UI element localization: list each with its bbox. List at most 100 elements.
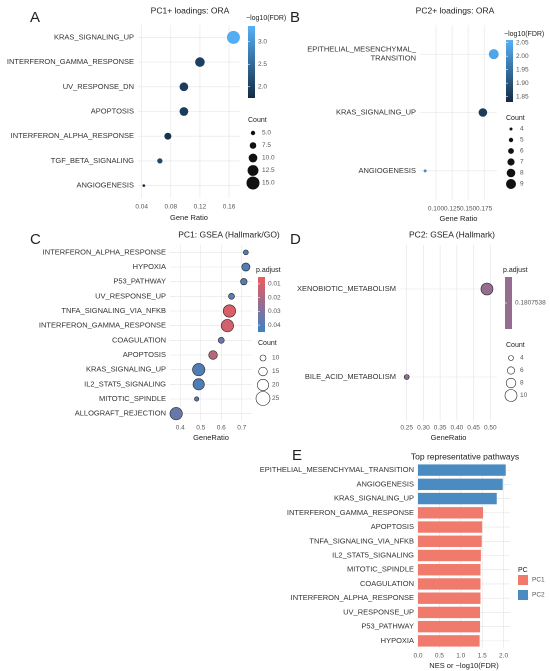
x-tick-label: 0.04 [135, 204, 148, 211]
dot [164, 132, 172, 140]
x-tick-label: 0.12 [194, 204, 207, 211]
dot [423, 169, 427, 173]
colorbar-tick-label: 2.5 [258, 61, 267, 68]
size-legend-title: Count [248, 117, 267, 124]
bar [418, 478, 503, 491]
panel-title: PC2: GSEA (Hallmark) [409, 229, 495, 239]
category-label: P53_PATHWAY [361, 622, 414, 631]
size-legend-key [505, 377, 517, 389]
panel-title: PC1+ loadings: ORA [151, 5, 230, 15]
bar [418, 606, 481, 619]
category-label: APOPTOSIS [123, 350, 166, 359]
size-legend-key [257, 379, 269, 391]
size-legend-label: 12.5 [262, 167, 275, 174]
size-legend-key [508, 137, 514, 143]
size-legend-label: 20 [272, 382, 280, 389]
legend-label: PC2 [532, 592, 545, 599]
colorbar-tick-label: 1.85 [516, 93, 529, 100]
colorbar-tick-label: 2.0 [258, 83, 267, 90]
bar [418, 549, 481, 562]
size-legend-key [248, 153, 258, 163]
colorbar-title: −log10(FDR) [504, 31, 544, 38]
size-legend-label: 5 [520, 137, 524, 144]
size-legend-key [259, 354, 267, 362]
x-tick-label: 0.100 [428, 206, 445, 213]
category-label: APOPTOSIS [91, 106, 134, 115]
size-legend-title: Count [506, 342, 525, 349]
panel-title: Top representative pathways [411, 451, 519, 461]
colorbar [505, 277, 512, 329]
x-tick-label: 0.150 [460, 206, 477, 213]
bar [418, 620, 481, 633]
size-legend-label: 10 [520, 392, 528, 399]
size-legend-label: 8 [520, 380, 524, 387]
panel-letter: E [292, 447, 302, 464]
size-legend-key [509, 127, 513, 131]
dot [208, 350, 218, 360]
x-tick-label: 0.6 [217, 425, 226, 432]
dot [217, 337, 225, 344]
size-legend-key [506, 168, 516, 178]
size-legend-title: Count [258, 340, 277, 347]
size-legend-key [250, 130, 256, 136]
dot [179, 82, 189, 92]
x-tick-label: 0.5 [435, 653, 444, 660]
x-tick-label: 0.0 [413, 653, 422, 660]
dot [226, 30, 240, 44]
bar [418, 535, 482, 547]
x-axis-label: GeneRatio [193, 433, 229, 442]
dot [403, 374, 410, 380]
size-legend-label: 4 [520, 126, 524, 133]
x-tick-label: 0.125 [444, 206, 461, 213]
dot [478, 108, 488, 117]
x-tick-label: 0.4 [176, 425, 185, 432]
colorbar-tick-label: 1.90 [516, 80, 529, 87]
size-legend-key [507, 158, 515, 166]
category-label: MITOTIC_SPINDLE [99, 394, 166, 403]
category-label: KRAS_SIGNALING_UP [336, 107, 416, 116]
x-tick-label: 0.30 [417, 425, 430, 432]
category-label: P53_PATHWAY [113, 277, 166, 286]
size-legend-key [249, 142, 257, 149]
bar [418, 564, 481, 576]
category-label: KRAS_SIGNALING_UP [334, 494, 414, 503]
category-label: TNFA_SIGNALING_VIA_NFKB [61, 306, 166, 315]
size-legend-label: 8 [520, 170, 524, 177]
size-legend-label: 9 [520, 181, 524, 188]
panel-letter: A [30, 9, 40, 26]
size-legend-label: 4 [520, 355, 524, 362]
colorbar [506, 40, 513, 102]
dot [488, 49, 499, 60]
dot [192, 363, 206, 377]
category-label: INTERFERON_ALPHA_RESPONSE [291, 593, 414, 602]
dot [192, 378, 205, 391]
category-label: COAGULATION [112, 335, 166, 344]
bar [418, 492, 497, 505]
legend-label: PC1 [532, 577, 545, 584]
legend-title: PC [518, 567, 528, 574]
category-label: UV_RESPONSE_UP [343, 607, 414, 616]
size-legend-key [246, 176, 260, 190]
colorbar-tick-label: 0.1807538 [515, 300, 546, 307]
colorbar-tick-label: 0.02 [268, 294, 281, 301]
category-label: XENOBIOTIC_METABOLISM [297, 284, 396, 293]
panel-letter: C [30, 231, 41, 248]
panel-letter: B [290, 9, 300, 26]
size-legend-label: 10.0 [262, 155, 275, 162]
x-tick-label: 2.0 [499, 653, 508, 660]
size-legend-key [258, 366, 268, 377]
x-tick-label: 0.5 [196, 425, 205, 432]
colorbar-title: p.adjust [256, 267, 281, 274]
legend-key [518, 590, 528, 600]
size-legend-label: 5.0 [262, 130, 271, 137]
category-label: INTERFERON_ALPHA_RESPONSE [43, 247, 166, 256]
colorbar-tick-label: 2.05 [516, 39, 529, 46]
x-tick-label: 0.35 [434, 425, 447, 432]
x-tick-label: 0.40 [451, 425, 464, 432]
dot [142, 184, 146, 187]
colorbar-tick-label: 2.00 [516, 53, 529, 60]
size-legend-label: 10 [272, 355, 280, 362]
size-legend-label: 6 [520, 367, 524, 374]
category-label: BILE_ACID_METABOLISM [305, 372, 396, 381]
colorbar-tick-label: 0.03 [268, 308, 281, 315]
